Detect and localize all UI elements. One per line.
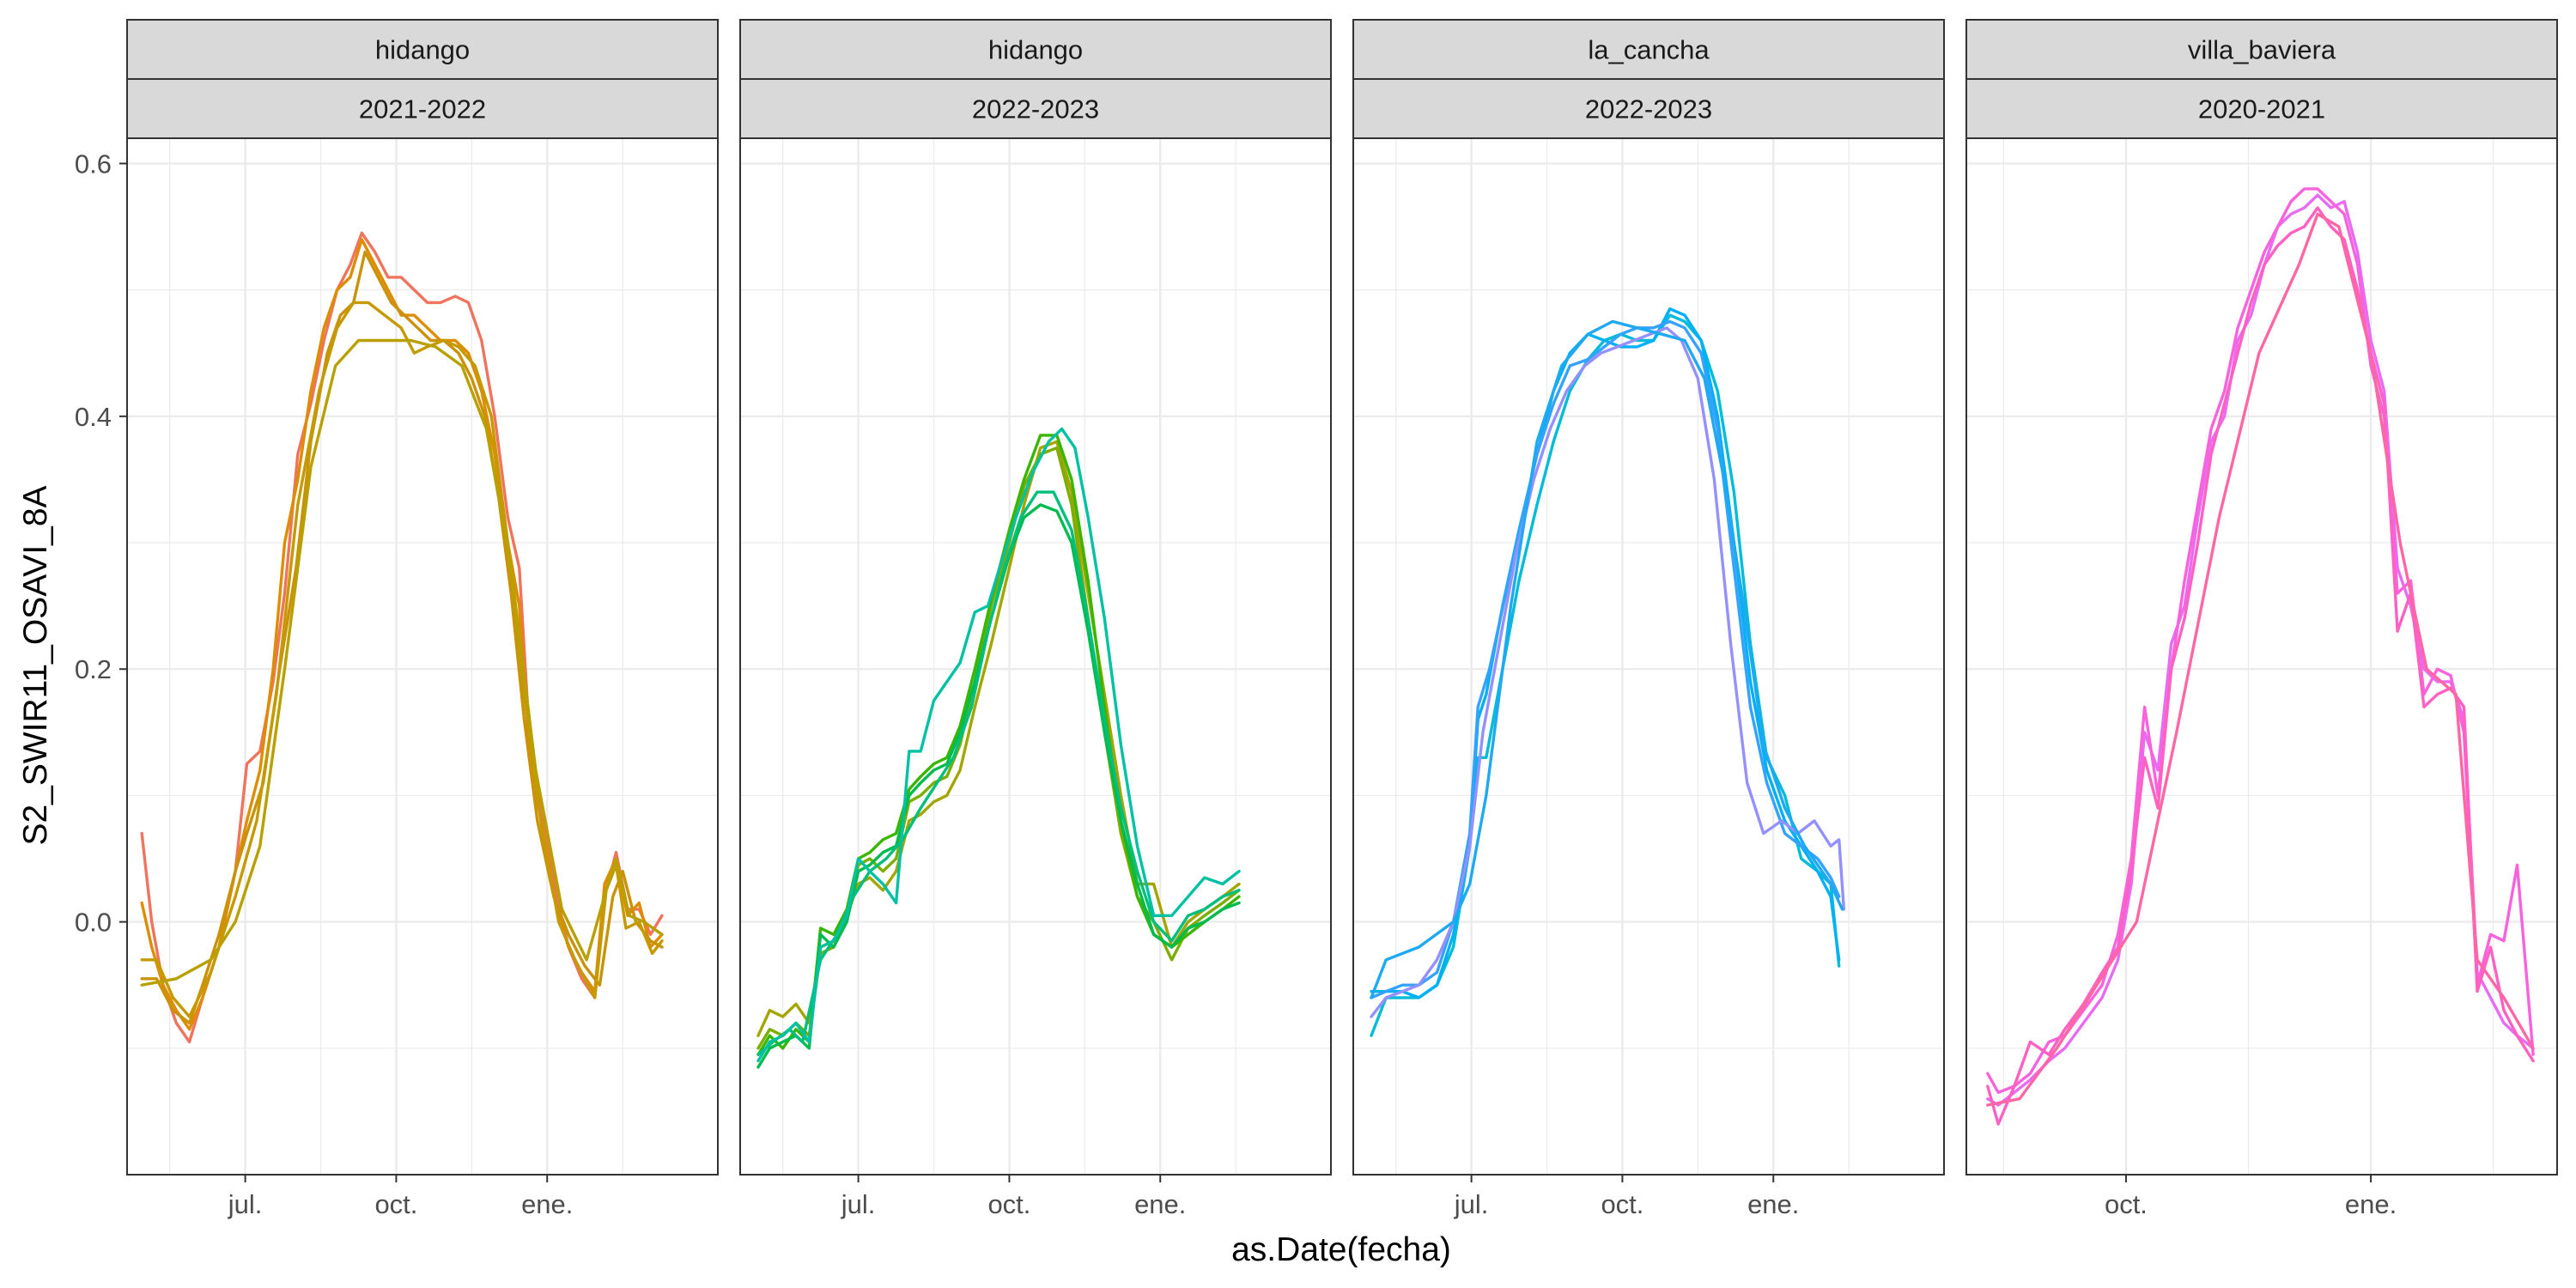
- series-line-2: [1370, 307, 1841, 999]
- panel-background: [1966, 138, 2557, 1175]
- series-line-6: [756, 427, 1241, 1063]
- x-tick-label: oct.: [987, 1189, 1030, 1219]
- panel-border: [1965, 137, 2558, 1176]
- series-line-3: [140, 250, 664, 1025]
- series-line-3: [756, 434, 1241, 1056]
- panel-background: [127, 138, 718, 1175]
- strip-site: [739, 19, 1332, 80]
- x-tick-label: ene.: [1134, 1189, 1186, 1219]
- panels-layer: hidango 2021-2022 jul. oct. ene. hidango 2022-…: [126, 19, 2558, 1219]
- panel-background: [1353, 138, 1944, 1175]
- x-tick-label: ene.: [521, 1189, 573, 1219]
- strip-site: [126, 19, 719, 80]
- panel-border: [739, 137, 1332, 1176]
- strip-site-label: hidango: [988, 35, 1083, 65]
- strip-season: [739, 78, 1332, 139]
- panel-background: [740, 138, 1331, 1175]
- x-tick-label: jul.: [1454, 1189, 1489, 1219]
- gridlines: [740, 138, 1331, 1175]
- x-tick-label: oct.: [2105, 1189, 2148, 1219]
- x-tick-label: jul.: [228, 1189, 263, 1219]
- panel-4: villa_baviera 2020-2021 oct. ene.: [1965, 19, 2558, 1219]
- y-tick-label: 0.0: [75, 908, 112, 938]
- strip-site-label: la_cancha: [1588, 35, 1710, 65]
- panel-2: hidango 2022-2023 jul. oct. ene.: [739, 19, 1332, 1219]
- series-line-1: [1986, 193, 2535, 1107]
- x-axis-title: as.Date(fecha): [1231, 1231, 1451, 1268]
- strip-season: [126, 78, 719, 139]
- strip-site: [1352, 19, 1945, 80]
- series-line-2: [1986, 187, 2535, 1094]
- strip-season-label: 2021-2022: [359, 94, 486, 125]
- x-tick-label: oct.: [374, 1189, 417, 1219]
- panel-1: hidango 2021-2022 jul. oct. ene.: [126, 19, 719, 1219]
- x-tick-label: jul.: [841, 1189, 876, 1219]
- strip-site: [1965, 19, 2558, 80]
- strip-site-label: villa_baviera: [2188, 35, 2336, 65]
- strip-season: [1965, 78, 2558, 139]
- y-axis: 0.0 0.2 0.4 0.6: [75, 149, 127, 938]
- series-line-4: [140, 301, 664, 1018]
- series-line-4: [756, 503, 1241, 1069]
- strip-season: [1352, 78, 1945, 139]
- y-axis-title: S2_SWIR11_OSAVI_8A: [17, 485, 54, 845]
- gridlines: [1966, 138, 2557, 1175]
- series-line-4: [1986, 212, 2535, 1107]
- panel-border: [126, 137, 719, 1176]
- panel-3: la_cancha 2022-2023 jul. oct. ene.: [1352, 19, 1945, 1219]
- y-tick-label: 0.2: [75, 654, 112, 684]
- strip-season-label: 2022-2023: [1585, 94, 1712, 125]
- x-tick-label: ene.: [1747, 1189, 1799, 1219]
- panel-border: [1352, 137, 1945, 1176]
- x-tick-label: ene.: [2345, 1189, 2397, 1219]
- strip-season-label: 2020-2021: [2198, 94, 2325, 125]
- series-line-5: [140, 338, 664, 987]
- y-tick-label: 0.6: [75, 149, 112, 179]
- series-line-3: [1986, 206, 2535, 1126]
- series-line-5: [1370, 319, 1844, 999]
- y-tick-label: 0.4: [75, 402, 112, 432]
- strip-season-label: 2022-2023: [972, 94, 1099, 125]
- x-tick-label: oct.: [1601, 1189, 1643, 1219]
- strip-site-label: hidango: [375, 35, 470, 65]
- gridlines: [1353, 138, 1944, 1175]
